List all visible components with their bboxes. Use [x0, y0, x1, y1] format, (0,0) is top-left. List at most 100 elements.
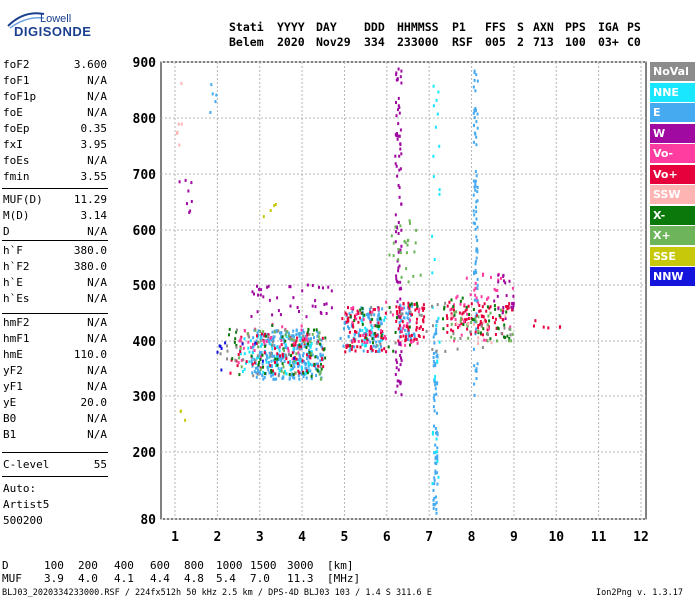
data-point: [380, 322, 383, 326]
data-point: [316, 330, 319, 334]
data-point: [453, 339, 456, 343]
data-point: [432, 488, 435, 492]
data-point: [490, 341, 493, 345]
data-point: [179, 409, 182, 413]
data-point: [321, 345, 323, 349]
data-point: [400, 202, 403, 206]
data-point: [280, 339, 283, 342]
data-point: [381, 331, 384, 335]
data-point: [469, 330, 472, 334]
data-point: [407, 301, 410, 305]
data-point: [477, 336, 480, 340]
data-point: [214, 100, 217, 104]
data-point: [493, 287, 496, 291]
data-point: [266, 332, 269, 336]
data-point: [461, 296, 464, 300]
data-point: [396, 137, 399, 141]
data-point: [240, 365, 243, 369]
data-point: [475, 135, 478, 139]
data-point: [398, 134, 401, 138]
data-point: [433, 378, 436, 381]
data-point: [290, 364, 293, 368]
param-value: 55: [93, 458, 107, 471]
data-point: [415, 326, 418, 329]
param-row-8: MUF(D) 11.29: [3, 192, 107, 207]
data-point: [510, 339, 513, 343]
data-point: [476, 314, 478, 318]
data-point: [297, 369, 300, 373]
data-point: [356, 345, 359, 349]
data-point: [432, 352, 435, 355]
data-point: [450, 335, 453, 339]
data-point: [249, 339, 252, 343]
data-point: [368, 333, 371, 337]
x-tick-label-1: 2: [213, 530, 221, 545]
data-point: [272, 359, 275, 363]
data-point: [370, 313, 373, 317]
data-point: [302, 375, 305, 379]
data-point: [271, 313, 274, 317]
data-point: [394, 162, 397, 166]
data-point: [301, 366, 304, 370]
data-point: [339, 336, 342, 340]
data-point: [394, 213, 397, 217]
data-point: [357, 340, 360, 343]
data-point: [405, 311, 408, 315]
data-point: [512, 306, 514, 310]
data-point: [287, 349, 290, 353]
data-point: [490, 275, 492, 279]
param-name: M(D): [3, 209, 30, 222]
data-point: [448, 300, 451, 304]
data-point: [412, 339, 415, 343]
data-point: [399, 335, 402, 339]
data-point: [282, 376, 285, 380]
data-point: [262, 370, 265, 374]
data-point: [324, 336, 327, 340]
x-tick-label-10: 11: [591, 530, 607, 545]
data-point: [465, 305, 468, 309]
data-point: [475, 367, 478, 371]
data-point: [383, 334, 386, 338]
data-point: [363, 313, 366, 317]
param-value: N/A: [87, 364, 107, 377]
data-point: [273, 344, 276, 348]
data-point: [396, 310, 399, 313]
data-point: [392, 349, 395, 353]
data-point: [307, 337, 310, 341]
auto-label: Auto:: [3, 482, 37, 495]
data-point: [395, 358, 398, 362]
data-point: [450, 312, 453, 316]
data-point: [404, 241, 407, 245]
param-row-23: C-level 55: [3, 457, 107, 472]
data-point: [303, 345, 306, 348]
data-point: [505, 305, 508, 308]
data-point: [315, 374, 318, 377]
data-point: [475, 217, 478, 221]
data-point: [272, 369, 274, 373]
data-point: [474, 330, 477, 334]
data-point: [495, 289, 498, 292]
data-point: [300, 372, 303, 376]
data-point: [239, 350, 242, 354]
data-point: [436, 112, 439, 116]
data-point: [508, 339, 510, 343]
data-point: [358, 328, 361, 332]
data-point: [502, 309, 505, 313]
data-point: [364, 326, 367, 330]
data-point: [350, 307, 353, 310]
data-point: [399, 363, 402, 367]
param-value: 3.14: [80, 209, 108, 222]
data-point: [497, 280, 500, 284]
data-point: [304, 370, 307, 374]
data-point: [300, 345, 302, 349]
data-point: [265, 340, 268, 343]
data-point: [369, 320, 372, 324]
data-point: [300, 342, 303, 346]
data-point: [394, 132, 397, 136]
data-point: [311, 363, 314, 367]
data-point: [308, 362, 311, 366]
data-point: [241, 342, 244, 346]
data-point: [298, 371, 301, 375]
data-point: [250, 315, 253, 318]
data-point: [387, 345, 390, 349]
